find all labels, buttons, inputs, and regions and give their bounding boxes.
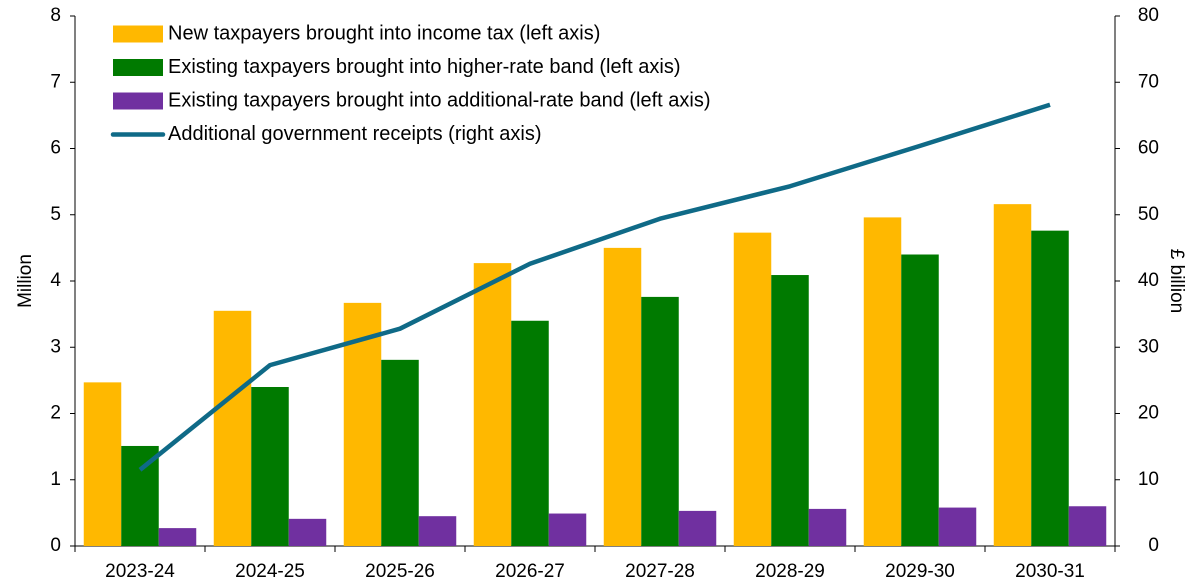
y2-tick-label: 0 — [1148, 535, 1159, 556]
bar — [251, 387, 289, 546]
bar — [511, 320, 549, 546]
y2-tick-label: 60 — [1138, 138, 1159, 159]
bar — [938, 507, 977, 546]
x-tick-label: 2026-27 — [495, 561, 565, 582]
bar — [603, 247, 642, 546]
bar — [288, 518, 327, 546]
x-tick-label: 2028-29 — [755, 561, 825, 582]
legend-key — [113, 59, 163, 76]
bar — [808, 508, 847, 546]
bar — [863, 217, 902, 546]
bar — [1068, 506, 1107, 546]
bar — [381, 359, 419, 546]
legend-key — [113, 25, 163, 43]
x-tick-label: 2024-25 — [235, 561, 305, 582]
y-tick-label: 5 — [50, 204, 61, 225]
legend-key — [113, 92, 163, 110]
y2-tick-label: 20 — [1138, 403, 1159, 424]
y-tick-label: 1 — [50, 469, 61, 490]
y-tick-label: 4 — [50, 270, 61, 291]
y2-axis-label: £ billion — [1166, 249, 1187, 313]
y-tick-label: 6 — [50, 138, 61, 159]
x-tick-label: 2027-28 — [625, 561, 695, 582]
bar — [83, 382, 122, 546]
y2-tick-label: 70 — [1138, 71, 1159, 92]
y2-tick-label: 30 — [1138, 336, 1159, 357]
x-tick-label: 2023-24 — [105, 561, 175, 582]
y2-tick-label: 80 — [1138, 5, 1159, 26]
y2-tick-label: 40 — [1138, 270, 1159, 291]
y-tick-label: 2 — [50, 403, 61, 424]
y-axis-label: Million — [15, 254, 36, 308]
bar — [993, 204, 1032, 546]
line — [138, 102, 1051, 472]
bar — [1031, 230, 1069, 546]
bar — [158, 528, 197, 546]
bar — [213, 310, 252, 546]
y-tick-label: 3 — [50, 336, 61, 357]
x-tick-label: 2030-31 — [1015, 561, 1085, 582]
bar — [473, 263, 512, 546]
y2-tick-label: 50 — [1138, 204, 1159, 225]
legend-label: Existing taxpayers brought into addition… — [168, 89, 711, 111]
x-tick-label: 2029-30 — [885, 561, 955, 582]
legend-label: New taxpayers brought into income tax (l… — [168, 22, 600, 44]
bar — [771, 275, 809, 546]
bar — [641, 296, 679, 546]
bar — [548, 513, 587, 546]
legend-label: Additional government receipts (right ax… — [168, 123, 542, 145]
bar — [901, 254, 939, 546]
x-tick-label: 2025-26 — [365, 561, 435, 582]
y-tick-label: 0 — [50, 535, 61, 556]
y-tick-label: 8 — [50, 5, 61, 26]
legend-label: Existing taxpayers brought into higher-r… — [168, 56, 681, 78]
bar — [678, 510, 717, 546]
y2-tick-label: 10 — [1138, 469, 1159, 490]
y-tick-label: 7 — [50, 71, 61, 92]
bar — [733, 232, 772, 546]
bar — [418, 516, 457, 546]
